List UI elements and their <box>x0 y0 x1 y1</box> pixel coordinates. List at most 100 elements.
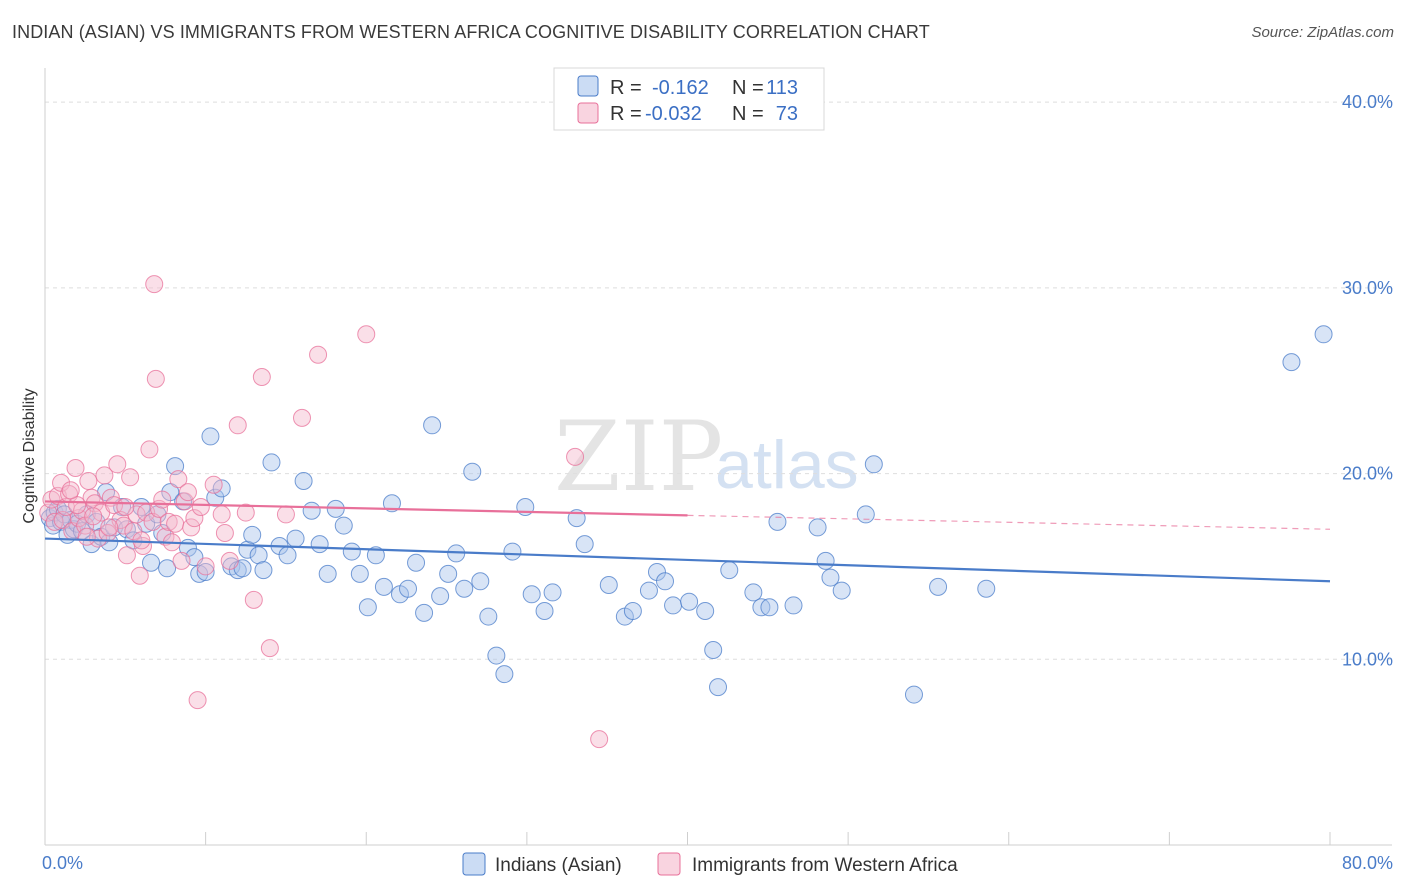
scatter-point <box>276 505 295 524</box>
legend-swatch-pink <box>577 102 599 124</box>
scatter-point <box>212 505 231 524</box>
chart-title: INDIAN (ASIAN) VS IMMIGRANTS FROM WESTER… <box>12 22 930 42</box>
scatter-point <box>172 551 191 570</box>
scatter-point <box>522 585 541 604</box>
scatter-point <box>220 551 239 570</box>
scatter-point <box>140 440 159 459</box>
trend-lines <box>44 500 1331 583</box>
series-legend-label-blue: Indians (Asian) <box>495 855 622 876</box>
y-tick-label: 30.0% <box>1342 278 1393 298</box>
scatter-point <box>566 447 585 466</box>
y-axis-title: Cognitive Disability <box>21 388 38 523</box>
scatter-point <box>1314 325 1333 344</box>
scatter-point <box>105 496 124 515</box>
scatter-point <box>143 512 162 531</box>
scatter-point <box>342 542 361 561</box>
trend-line <box>44 537 1331 583</box>
scatter-point <box>254 561 273 580</box>
scatter-point <box>864 455 883 474</box>
scatter-point <box>100 533 119 552</box>
legend-r-value-pink: -0.032 <box>645 103 702 125</box>
scatter-point <box>215 524 234 542</box>
scatter-point <box>61 481 80 500</box>
scatter-point <box>293 408 311 427</box>
scatter-point <box>366 546 385 565</box>
series-legend: Indians (Asian) Immigrants from Western … <box>462 852 958 876</box>
scatter-point <box>142 553 161 572</box>
x-tick-label-max: 80.0% <box>1342 853 1393 873</box>
scatter-point <box>145 275 164 294</box>
scatter-point <box>334 516 353 535</box>
scatter-point <box>768 512 787 531</box>
trend-line <box>44 500 688 517</box>
series-legend-swatch-pink <box>657 852 681 876</box>
scatter-point <box>77 527 96 546</box>
scatter-point <box>121 468 140 487</box>
scatter-point <box>188 691 207 710</box>
legend-r-label-pink: R = <box>610 103 642 125</box>
scatter-point <box>439 564 458 583</box>
scatter-point <box>302 501 321 520</box>
scatter-point <box>487 646 506 665</box>
scatter-point <box>399 579 418 598</box>
legend-r-value-blue: -0.162 <box>652 77 709 99</box>
scatter-point <box>178 483 197 502</box>
scatter-point <box>590 730 609 749</box>
scatter-point <box>201 427 220 446</box>
source-label: Source: ZipAtlas.com <box>1251 24 1394 41</box>
scatter-point <box>744 583 763 602</box>
scatter-point <box>680 592 699 611</box>
series-legend-label-pink: Immigrants from Western Africa <box>692 855 958 876</box>
scatter-point <box>252 368 271 386</box>
y-tick-label: 10.0% <box>1342 649 1393 669</box>
scatter-point <box>664 596 683 615</box>
axes <box>44 68 1392 846</box>
scatter-point <box>262 453 281 472</box>
scatter-point <box>479 607 498 626</box>
correlation-legend: R = -0.162 N = 113 R = -0.032 N = 73 <box>553 67 825 131</box>
scatter-point <box>228 416 247 435</box>
scatter-point <box>169 470 188 489</box>
scatter-point <box>196 557 215 576</box>
scatter-point <box>159 512 178 531</box>
scatter-point <box>431 587 450 606</box>
scatter-point <box>182 518 201 537</box>
scatter-point <box>294 472 313 490</box>
scatter-point <box>318 564 337 583</box>
legend-n-label-blue: N = <box>732 77 764 99</box>
scatter-point <box>84 507 103 526</box>
watermark-atlas: atlas <box>715 427 859 503</box>
scatter-point <box>243 525 262 544</box>
scatter-point <box>455 579 474 598</box>
scatter-point <box>153 490 172 509</box>
scatter-point <box>856 505 875 524</box>
scatter-point <box>100 518 119 537</box>
scatter-point <box>158 559 177 578</box>
scatter-point <box>185 509 204 528</box>
x-tick-label-min: 0.0% <box>42 853 83 873</box>
scatter-point <box>720 561 739 580</box>
scatter-point <box>543 583 562 602</box>
y-tick-label: 40.0% <box>1342 92 1393 112</box>
scatter-point <box>108 455 127 474</box>
scatter-point <box>175 492 194 511</box>
scatter-point <box>471 572 490 591</box>
scatter-point <box>415 603 434 622</box>
scatter-point <box>114 516 133 535</box>
scatter-point <box>904 685 923 704</box>
scatter-point <box>357 325 376 344</box>
scatter-point <box>599 576 618 594</box>
legend-n-label-pink: N = <box>732 103 764 125</box>
watermark-zip: ZIP <box>554 401 723 513</box>
scatter-point <box>350 564 369 583</box>
scatter-point <box>309 345 328 364</box>
scatter-point <box>358 598 377 617</box>
scatter-point <box>423 416 442 435</box>
legend-n-value-pink: 73 <box>776 103 798 125</box>
scatter-point <box>191 498 210 516</box>
scatter-point <box>709 678 728 697</box>
scatter-point <box>832 581 851 600</box>
scatter-point <box>821 568 840 587</box>
scatter-point <box>117 546 136 565</box>
